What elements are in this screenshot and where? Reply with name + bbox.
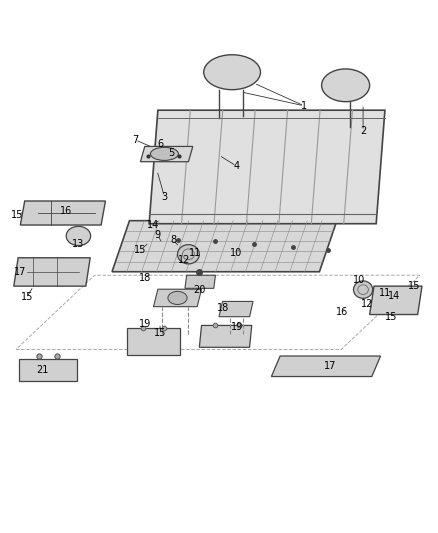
Text: 16: 16 [336, 308, 348, 317]
Text: 17: 17 [14, 266, 27, 277]
Text: 5: 5 [168, 148, 174, 158]
Text: 2: 2 [360, 126, 366, 136]
Text: 20: 20 [193, 285, 205, 295]
Polygon shape [219, 302, 253, 317]
Text: 9: 9 [155, 230, 161, 240]
Polygon shape [19, 359, 77, 381]
Ellipse shape [204, 55, 261, 90]
Polygon shape [370, 286, 422, 314]
Text: 12: 12 [361, 298, 374, 309]
Text: 10: 10 [230, 248, 243, 259]
Text: 8: 8 [170, 235, 176, 245]
Polygon shape [185, 275, 215, 288]
Text: 1: 1 [301, 101, 307, 111]
Text: 17: 17 [324, 361, 336, 371]
Text: 6: 6 [157, 139, 163, 149]
Text: 18: 18 [139, 273, 151, 283]
Text: 15: 15 [154, 328, 166, 338]
Text: 14: 14 [147, 220, 159, 230]
Text: 15: 15 [11, 210, 24, 220]
Text: 11: 11 [189, 248, 201, 259]
Ellipse shape [321, 69, 370, 102]
Ellipse shape [168, 292, 187, 304]
Polygon shape [14, 258, 90, 286]
Text: 12: 12 [178, 255, 190, 265]
Polygon shape [141, 147, 193, 161]
Text: 10: 10 [353, 276, 365, 286]
Polygon shape [199, 326, 252, 348]
Ellipse shape [150, 147, 178, 160]
Text: 13: 13 [72, 239, 85, 249]
Text: 4: 4 [233, 161, 240, 171]
Polygon shape [127, 328, 180, 354]
Ellipse shape [353, 281, 373, 298]
Text: 3: 3 [161, 192, 167, 201]
Text: 16: 16 [60, 206, 72, 216]
Text: 18: 18 [217, 303, 230, 313]
Text: 15: 15 [408, 281, 420, 291]
Ellipse shape [177, 245, 199, 264]
Text: 19: 19 [139, 319, 151, 329]
Text: 15: 15 [385, 312, 398, 322]
Text: 19: 19 [231, 322, 244, 332]
Text: 21: 21 [36, 366, 48, 375]
Text: 14: 14 [388, 291, 400, 301]
Polygon shape [272, 356, 381, 376]
Text: 11: 11 [379, 288, 391, 298]
Text: 15: 15 [21, 292, 33, 302]
Text: 7: 7 [132, 135, 138, 145]
Text: 15: 15 [134, 245, 147, 255]
Ellipse shape [66, 227, 91, 246]
Polygon shape [112, 221, 337, 272]
Polygon shape [153, 289, 201, 306]
Polygon shape [20, 201, 106, 225]
Polygon shape [149, 110, 385, 224]
